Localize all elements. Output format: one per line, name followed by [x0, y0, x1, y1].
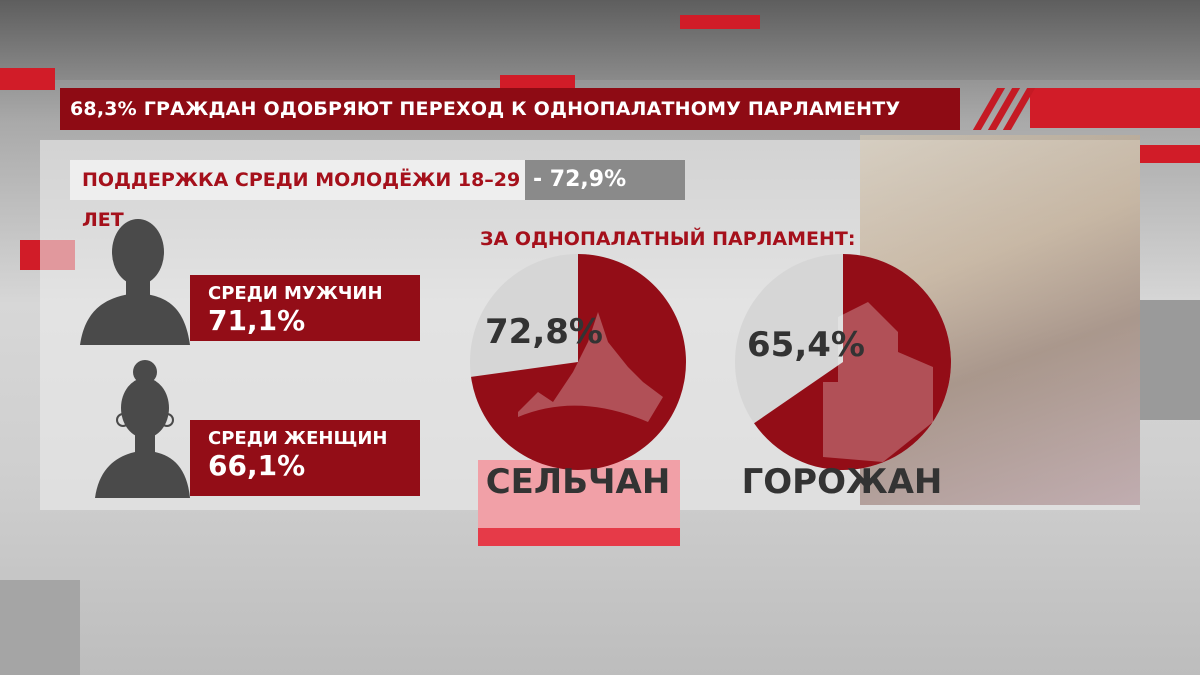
rural-pie	[470, 254, 686, 471]
youth-support-value: - 72,9%	[525, 160, 685, 200]
urban-pie-category: ГОРОЖАН	[741, 462, 943, 502]
bg-block	[0, 0, 1200, 80]
bg-red-block	[680, 15, 760, 29]
city-buildings-icon	[823, 302, 933, 462]
pie-slice-value	[754, 254, 951, 471]
rural-pie-value: 72,8%	[485, 312, 603, 352]
pie-section-title: ЗА ОДНОПАЛАТНЫЙ ПАРЛАМЕНТ:	[480, 228, 856, 250]
men-value: 71,1%	[208, 304, 306, 337]
bg-red-block	[0, 68, 55, 90]
rural-label-backdrop-stripe	[478, 528, 680, 546]
men-stat-box: СРЕДИ МУЖЧИН 71,1%	[190, 275, 420, 341]
women-stat-box: СРЕДИ ЖЕНЩИН 66,1%	[190, 420, 420, 496]
bg-red-block	[1140, 145, 1200, 163]
headline-bar: 68,3% ГРАЖДАН ОДОБРЯЮТ ПЕРЕХОД К ОДНОПАЛ…	[60, 88, 1036, 130]
women-label: СРЕДИ ЖЕНЩИН	[208, 428, 388, 449]
pie-slice-value	[471, 254, 686, 471]
man-silhouette-icon	[80, 219, 190, 345]
bg-red-block	[500, 75, 575, 89]
men-label: СРЕДИ МУЖЧИН	[208, 283, 383, 304]
women-value: 66,1%	[208, 449, 306, 482]
urban-pie-value: 65,4%	[747, 325, 865, 365]
village-icon	[518, 312, 663, 422]
headline-text: 68,3% ГРАЖДАН ОДОБРЯЮТ ПЕРЕХОД К ОДНОПАЛ…	[70, 98, 901, 120]
bg-block	[0, 580, 80, 675]
rural-pie-category: СЕЛЬЧАН	[485, 462, 671, 502]
urban-pie	[735, 254, 951, 471]
bg-red-block	[1030, 88, 1200, 128]
youth-support-label: ПОДДЕРЖКА СРЕДИ МОЛОДЁЖИ 18–29 ЛЕТ	[70, 160, 525, 231]
bg-block	[1140, 300, 1200, 420]
woman-silhouette-icon	[95, 360, 190, 498]
